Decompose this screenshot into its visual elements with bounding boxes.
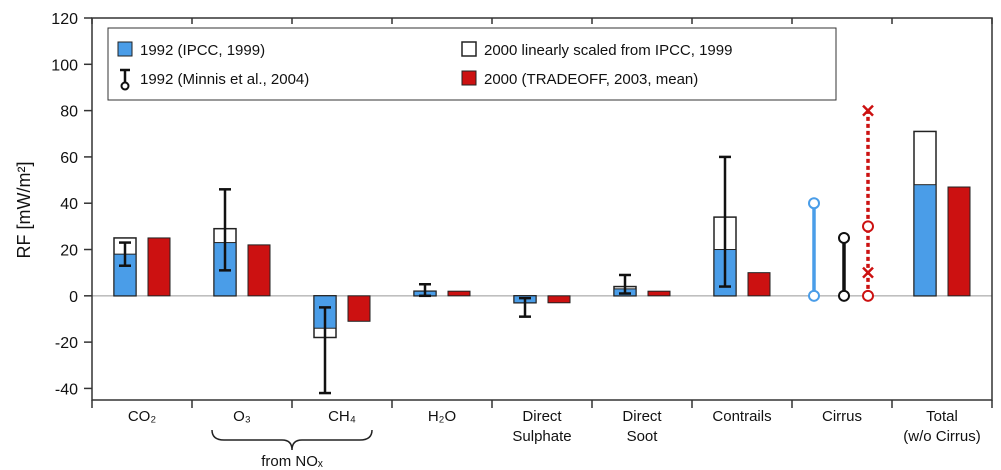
category-label: Sulphate: [512, 428, 571, 445]
category-label: H₂O: [428, 408, 456, 425]
category-label: CH₄: [328, 408, 356, 425]
cirrus-high-marker: [808, 197, 820, 210]
category-label: CO₂: [128, 408, 157, 425]
legend-swatch-scaled-2000: [461, 41, 477, 57]
cirrus-low-marker: [808, 289, 820, 302]
cirrus-high-marker: [838, 231, 850, 244]
group-brace: [211, 429, 373, 451]
y-tick-label: -40: [55, 381, 78, 398]
cirrus-high-marker: [862, 220, 874, 233]
plot-area: [113, 104, 971, 395]
legend-box: [107, 27, 837, 101]
category-label: Contrails: [712, 408, 771, 425]
bar-tradeoff-2000: [247, 244, 271, 297]
y-tick-label: 40: [60, 196, 78, 213]
category-label: (w/o Cirrus): [903, 428, 981, 445]
legend-swatch-minnis-1992: [120, 68, 130, 91]
group-label: from NOₓ: [261, 453, 323, 470]
category-label: Total: [926, 408, 958, 425]
y-axis: -40 -20 0 20 40 60 80 100 120: [51, 11, 92, 398]
bar-tradeoff-2000: [347, 295, 371, 322]
legend-label-tradeoff-2000: 2000 (TRADEOFF, 2003, mean): [484, 71, 698, 88]
category-label: Soot: [627, 428, 659, 445]
legend-label-minnis-1992: 1992 (Minnis et al., 2004): [140, 71, 309, 88]
bar-tradeoff-2000: [447, 290, 471, 297]
legend-label-scaled-2000: 2000 linearly scaled from IPCC, 1999: [484, 42, 732, 59]
bar-tradeoff-2000: [947, 186, 971, 297]
bar-tradeoff-2000: [747, 272, 771, 297]
bar-tradeoff-2000: [647, 290, 671, 297]
y-tick-label: 80: [60, 104, 78, 121]
bar-ipcc-1992: [913, 184, 937, 297]
bar-tradeoff-2000: [547, 295, 571, 304]
legend: 1992 (IPCC, 1999) 1992 (Minnis et al., 2…: [107, 27, 837, 101]
plot-frame: [91, 17, 993, 401]
y-tick-label: -20: [55, 335, 78, 352]
y-tick-label: 60: [60, 150, 78, 167]
legend-label-ipcc-1992: 1992 (IPCC, 1999): [140, 42, 265, 59]
legend-swatch-tradeoff-2000: [461, 70, 477, 86]
cirrus-cross-marker: [862, 104, 874, 117]
y-tick-label: 0: [69, 289, 78, 306]
legend-swatch-ipcc-1992: [117, 41, 133, 57]
x-axis: CO₂ O₃ CH₄ H₂O Direct Sulphate Direct Soot Contr…: [91, 18, 993, 470]
category-label: O₃: [233, 408, 251, 425]
category-label: Direct: [522, 408, 562, 425]
y-axis-label: RF [mW/m²]: [14, 162, 34, 259]
y-tick-label: 20: [60, 243, 78, 260]
category-label: Cirrus: [822, 408, 862, 425]
cirrus-cross-marker: [862, 266, 874, 279]
y-tick-label: 100: [51, 57, 78, 74]
cirrus-low-marker: [838, 289, 850, 302]
y-tick-label: 120: [51, 11, 78, 28]
bar-tradeoff-2000: [147, 237, 171, 297]
category-label: Direct: [622, 408, 662, 425]
cirrus-low-marker: [862, 289, 874, 302]
